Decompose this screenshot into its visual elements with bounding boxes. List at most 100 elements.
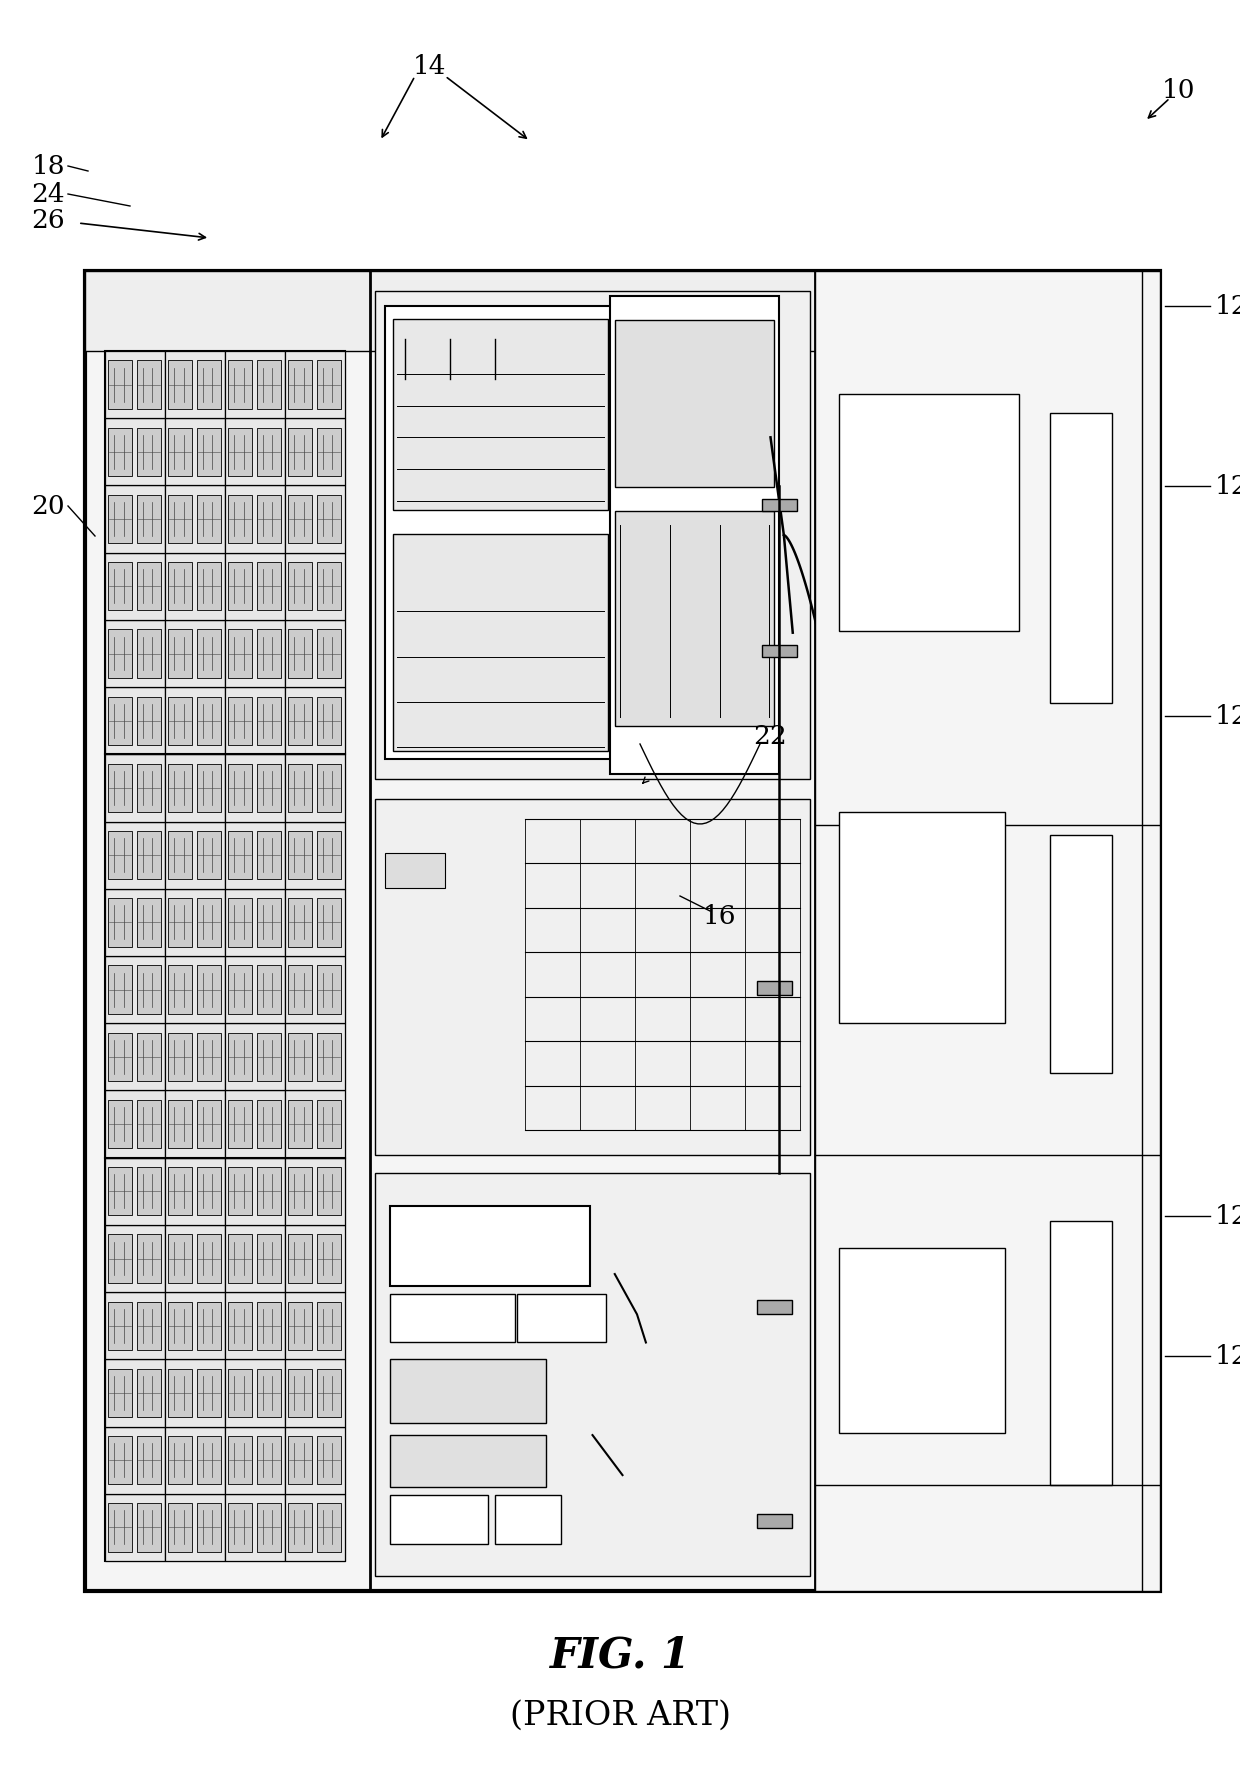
- Bar: [165, 352, 224, 418]
- Bar: [167, 495, 192, 543]
- Bar: [495, 1495, 562, 1543]
- Bar: [105, 1091, 165, 1157]
- Bar: [105, 620, 165, 688]
- Bar: [224, 1091, 285, 1157]
- Bar: [288, 1504, 312, 1552]
- Bar: [197, 495, 221, 543]
- Bar: [108, 1368, 131, 1416]
- Bar: [197, 697, 221, 745]
- Bar: [257, 1302, 280, 1350]
- Bar: [108, 1436, 131, 1484]
- Bar: [197, 629, 221, 677]
- Bar: [108, 764, 131, 813]
- Text: (PRIOR ART): (PRIOR ART): [510, 1700, 730, 1732]
- Bar: [165, 688, 224, 754]
- Bar: [517, 1295, 606, 1343]
- Bar: [197, 830, 221, 879]
- Bar: [288, 1302, 312, 1350]
- Bar: [285, 620, 345, 688]
- Bar: [285, 754, 345, 822]
- Bar: [257, 1032, 280, 1081]
- Bar: [257, 1368, 280, 1416]
- Bar: [257, 1234, 280, 1282]
- Bar: [224, 1157, 285, 1225]
- Bar: [105, 1225, 165, 1291]
- Bar: [108, 830, 131, 879]
- Bar: [257, 563, 280, 611]
- Bar: [288, 966, 312, 1014]
- Bar: [758, 981, 792, 995]
- Bar: [288, 427, 312, 477]
- Bar: [224, 1427, 285, 1493]
- Bar: [165, 1427, 224, 1493]
- Bar: [257, 361, 280, 409]
- Bar: [393, 320, 609, 509]
- Bar: [136, 495, 161, 543]
- Text: 16: 16: [703, 904, 737, 929]
- Text: 12: 12: [1215, 704, 1240, 729]
- Bar: [224, 1023, 285, 1091]
- Bar: [285, 1023, 345, 1091]
- Bar: [165, 418, 224, 486]
- Bar: [288, 764, 312, 813]
- Bar: [136, 1302, 161, 1350]
- Bar: [228, 830, 252, 879]
- Bar: [316, 1302, 341, 1350]
- Bar: [165, 1291, 224, 1359]
- Bar: [108, 495, 131, 543]
- Bar: [108, 1504, 131, 1552]
- Bar: [224, 1291, 285, 1359]
- Text: 14: 14: [413, 54, 446, 79]
- Bar: [224, 889, 285, 956]
- Bar: [86, 271, 1159, 352]
- Bar: [228, 361, 252, 409]
- Bar: [167, 764, 192, 813]
- Bar: [224, 552, 285, 620]
- Text: 12: 12: [1215, 1204, 1240, 1229]
- Bar: [316, 966, 341, 1014]
- Bar: [228, 1504, 252, 1552]
- Bar: [105, 1157, 165, 1225]
- Bar: [288, 1368, 312, 1416]
- Bar: [285, 1091, 345, 1157]
- Bar: [105, 889, 165, 956]
- Bar: [136, 1100, 161, 1148]
- Bar: [108, 1302, 131, 1350]
- Bar: [761, 498, 796, 511]
- Bar: [288, 1166, 312, 1216]
- Bar: [108, 563, 131, 611]
- Bar: [257, 1100, 280, 1148]
- Bar: [197, 1032, 221, 1081]
- Bar: [839, 393, 1018, 632]
- Bar: [105, 1291, 165, 1359]
- Bar: [105, 552, 165, 620]
- Bar: [167, 898, 192, 947]
- Bar: [197, 563, 221, 611]
- Bar: [108, 427, 131, 477]
- Bar: [316, 361, 341, 409]
- Bar: [316, 1100, 341, 1148]
- Bar: [197, 361, 221, 409]
- Bar: [285, 418, 345, 486]
- Bar: [197, 1100, 221, 1148]
- Bar: [165, 822, 224, 889]
- Bar: [391, 1359, 546, 1423]
- Bar: [257, 1504, 280, 1552]
- Bar: [224, 418, 285, 486]
- Bar: [136, 1436, 161, 1484]
- Bar: [197, 427, 221, 477]
- Bar: [108, 1100, 131, 1148]
- Bar: [197, 898, 221, 947]
- Bar: [285, 552, 345, 620]
- Bar: [167, 966, 192, 1014]
- Bar: [136, 563, 161, 611]
- Bar: [228, 1302, 252, 1350]
- Bar: [288, 898, 312, 947]
- Bar: [197, 764, 221, 813]
- Bar: [257, 1436, 280, 1484]
- Bar: [136, 764, 161, 813]
- Bar: [108, 1234, 131, 1282]
- Bar: [228, 966, 252, 1014]
- Bar: [197, 1234, 221, 1282]
- Bar: [316, 830, 341, 879]
